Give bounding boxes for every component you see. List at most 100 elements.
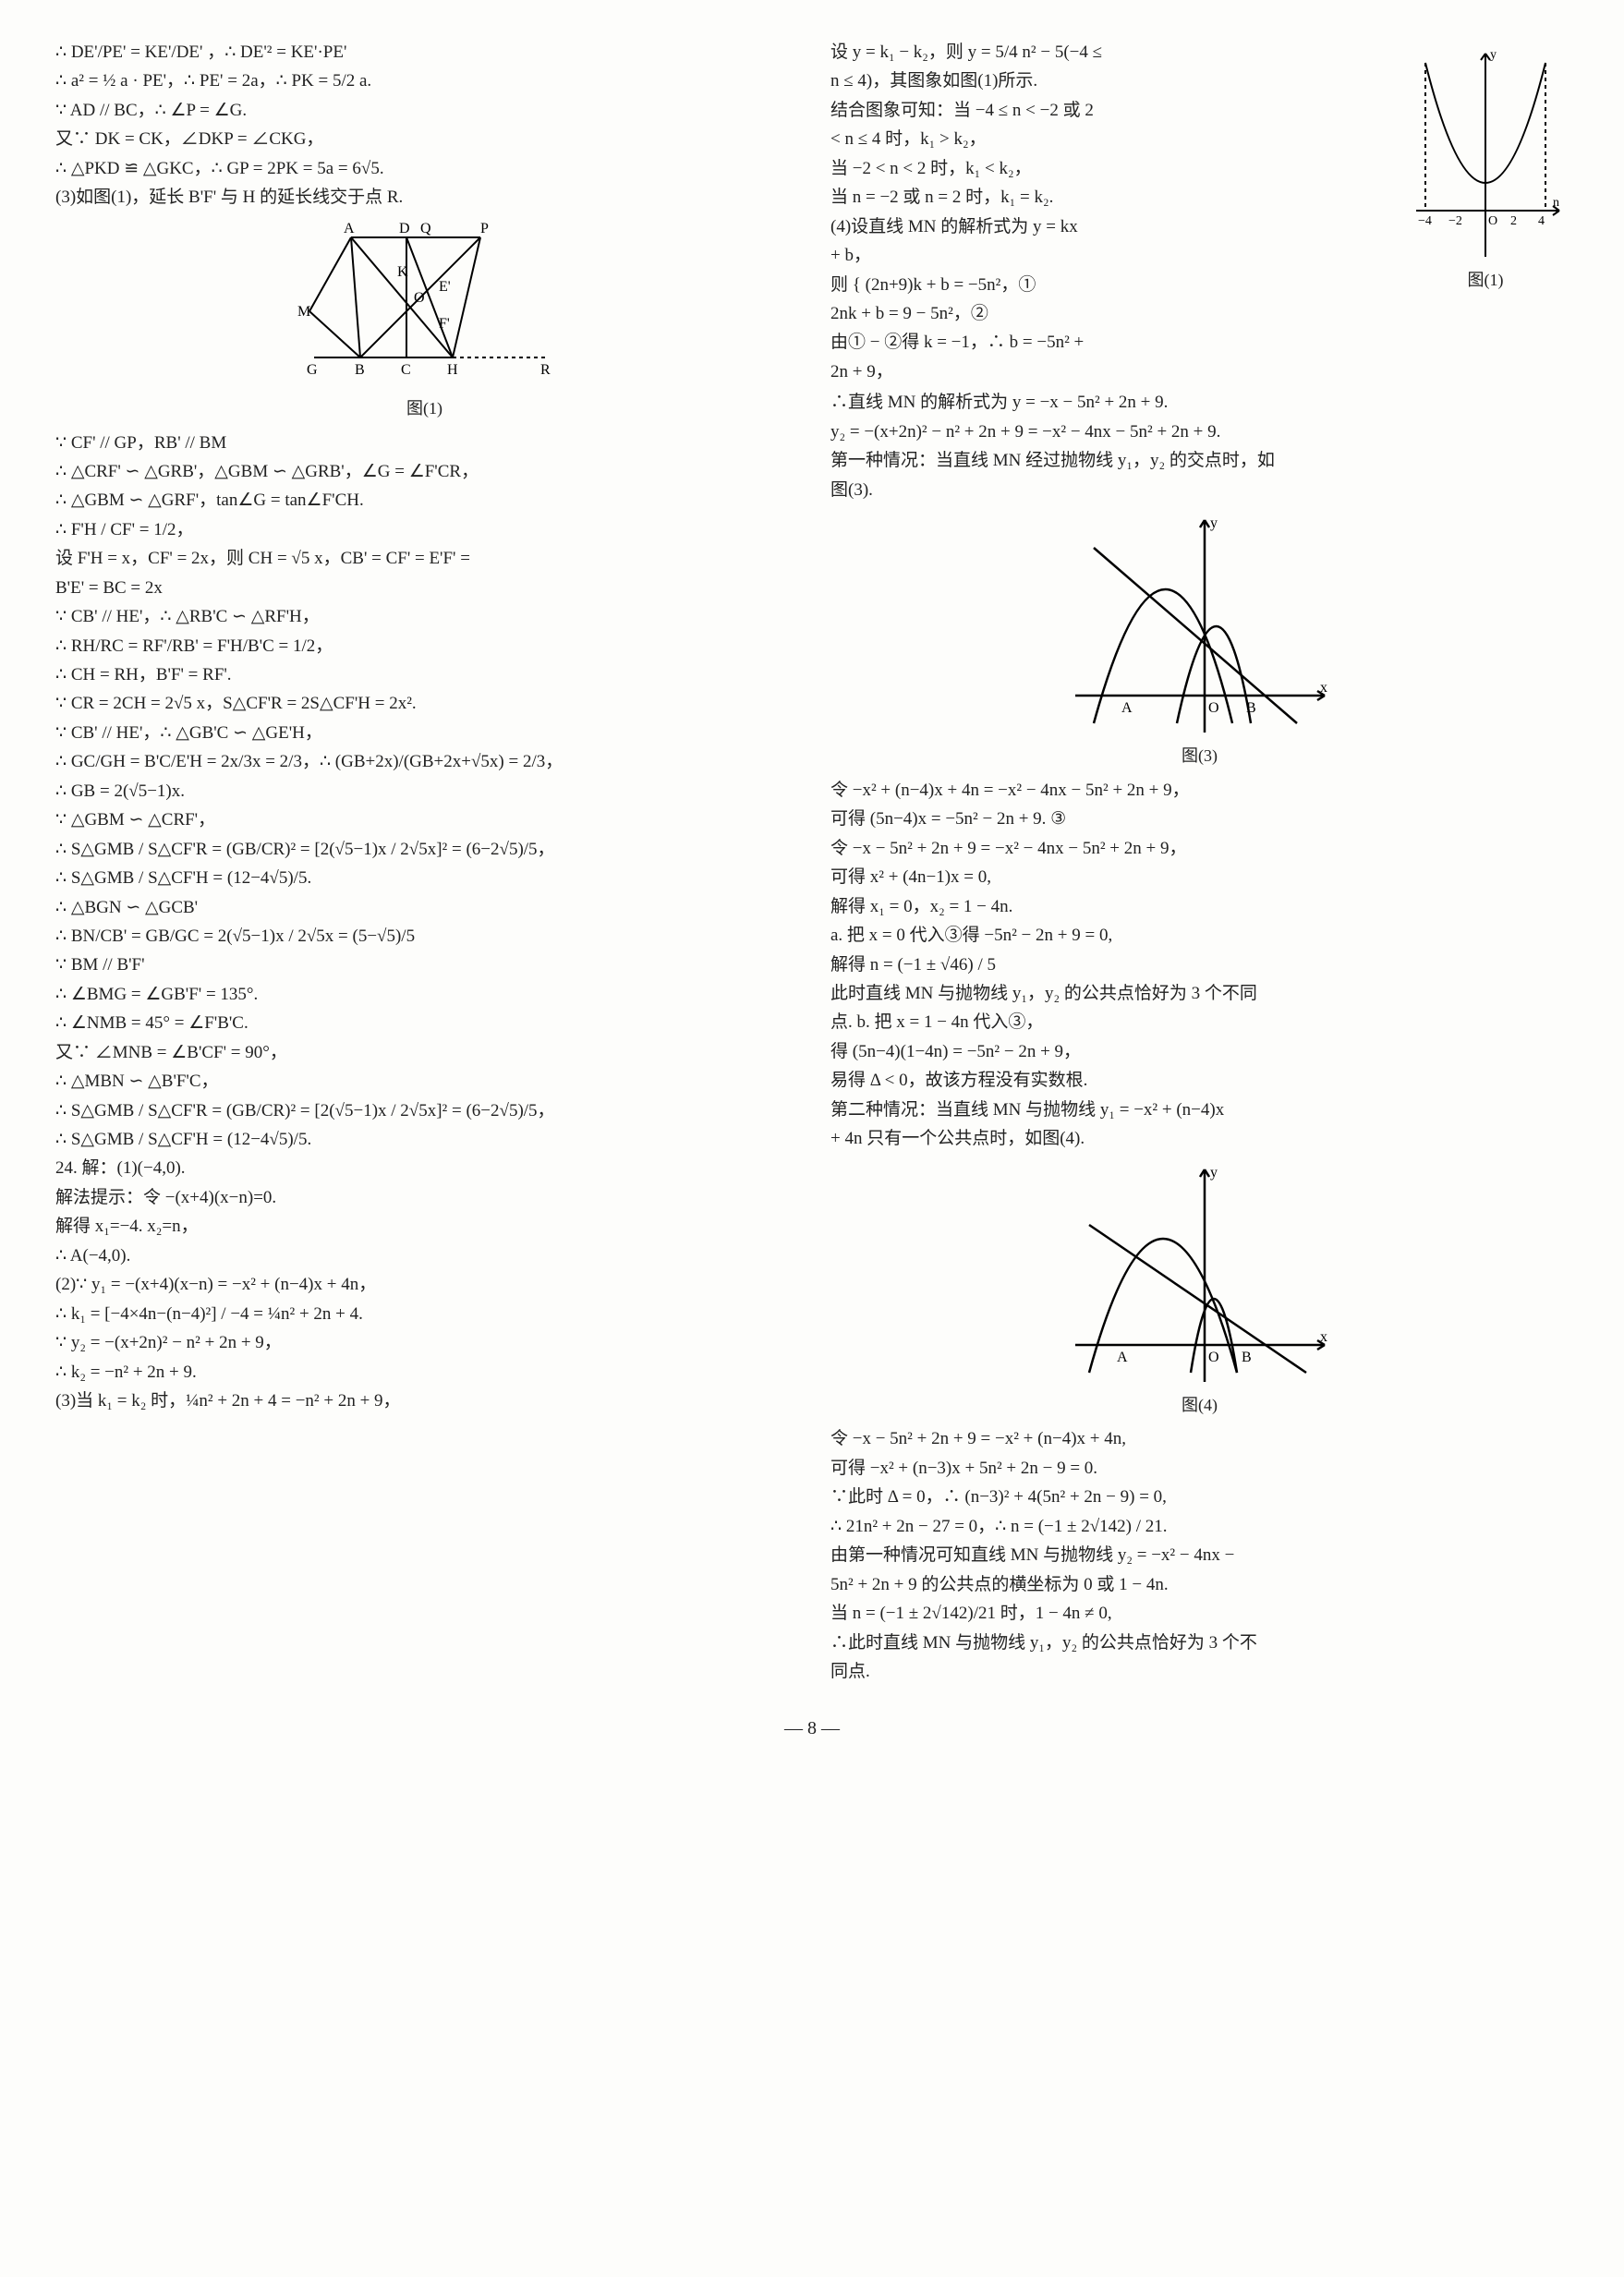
math-line: 令 −x² + (n−4)x + 4n = −x² − 4nx − 5n² + … [830,777,1569,804]
math-line: ∴ GC/GH = B'C/E'H = 2x/3x = 2/3，∴ (GB+2x… [55,748,794,775]
math-line: ∴ BN/CB' = GB/GC = 2(√5−1)x / 2√5x = (5−… [55,923,794,950]
math-line: ∵ y₂ = −(x+2n)² − n² + 2n + 9， [55,1329,794,1356]
math-line: 第一种情况：当直线 MN 经过抛物线 y₁，y₂ 的交点时，如 [830,447,1569,474]
math-line: 则 { (2n+9)k + b = −5n²，① [830,272,1395,298]
math-line: ∵ AD // BC，∴ ∠P = ∠G. [55,97,794,124]
svg-text:A: A [344,221,355,236]
math-line: 此时直线 MN 与抛物线 y₁，y₂ 的公共点恰好为 3 个不同 [830,980,1569,1007]
math-line: 第二种情况：当直线 MN 与抛物线 y₁ = −x² + (n−4)x [830,1096,1569,1123]
figure-1-label: 图(1) [55,396,794,422]
math-line: ∴ k₂ = −n² + 2n + 9. [55,1359,794,1386]
math-line: ∴ A(−4,0). [55,1242,794,1269]
math-line: 设 F'H = x，CF' = 2x，则 CH = √5 x，CB' = CF'… [55,545,794,572]
math-line: 又∵ DK = CK，∠DKP = ∠CKG， [55,126,794,152]
math-line: + b， [830,242,1395,269]
math-line: ∴ GB = 2(√5−1)x. [55,778,794,805]
math-line: 易得 Δ < 0，故该方程没有实数根. [830,1067,1569,1094]
figure-3: A O B x y 图(3) [830,511,1569,769]
svg-text:y: y [1210,1165,1218,1181]
math-line: 解得 x₁=−4. x₂=n， [55,1213,794,1240]
svg-text:K: K [397,264,408,280]
math-line: 点. b. 把 x = 1 − 4n 代入③， [830,1009,1569,1036]
math-line: ∵ CF' // GP，RB' // BM [55,430,794,456]
svg-text:B: B [1242,1350,1252,1365]
math-line: 当 n = −2 或 n = 2 时，k₁ = k₂. [830,184,1395,211]
math-line: ∵ BM // B'F' [55,951,794,978]
math-line: 2nk + b = 9 − 5n²，② [830,300,1395,327]
math-line: 由第一种情况可知直线 MN 与抛物线 y₂ = −x² − 4nx − [830,1542,1569,1568]
math-line: 令 −x − 5n² + 2n + 9 = −x² − 4nx − 5n² + … [830,835,1569,862]
math-line: ∵ CR = 2CH = 2√5 x，S△CF'R = 2S△CF'H = 2x… [55,690,794,717]
math-line: a. 把 x = 0 代入③得 −5n² − 2n + 9 = 0, [830,922,1569,949]
math-line: 由① − ②得 k = −1，∴ b = −5n² + [830,329,1395,356]
math-line: ∵ CB' // HE'，∴ △GB'C ∽ △GE'H， [55,720,794,746]
math-line: ∵此时 Δ = 0，∴ (n−3)² + 4(5n² + 2n − 9) = 0… [830,1484,1569,1510]
figure-1-left: A D Q P M G B C H R K O E' F' 图(1) [55,219,794,422]
math-line: n ≤ 4)，其图象如图(1)所示. [830,67,1395,94]
math-line: 结合图象可知：当 −4 ≤ n < −2 或 2 [830,97,1395,124]
svg-text:O: O [1208,700,1219,716]
svg-text:P: P [480,221,489,236]
math-line: (4)设直线 MN 的解析式为 y = kx [830,213,1395,240]
svg-text:M: M [297,304,310,320]
math-line: ∵ △GBM ∽ △CRF'， [55,806,794,833]
svg-text:2: 2 [1510,214,1517,228]
math-line: 可得 −x² + (n−3)x + 5n² + 2n − 9 = 0. [830,1455,1569,1482]
math-line: 可得 (5n−4)x = −5n² − 2n + 9. ③ [830,805,1569,832]
svg-text:O: O [1488,214,1497,228]
math-line: ∴ S△GMB / S△CF'R = (GB/CR)² = [2(√5−1)x … [55,1097,794,1124]
math-line: 5n² + 2n + 9 的公共点的横坐标为 0 或 1 − 4n. [830,1571,1569,1598]
math-line: ∴ F'H / CF' = 1/2， [55,516,794,543]
math-line: ∴此时直线 MN 与抛物线 y₁，y₂ 的公共点恰好为 3 个不 [830,1629,1569,1656]
math-line: ∴ RH/RC = RF'/RB' = F'H/B'C = 1/2， [55,633,794,660]
svg-text:O: O [1208,1350,1219,1365]
svg-text:y: y [1490,48,1497,62]
svg-text:B: B [355,362,365,378]
math-line: 可得 x² + (4n−1)x = 0, [830,864,1569,890]
svg-text:G: G [307,362,318,378]
math-line: ∴直线 MN 的解析式为 y = −x − 5n² + 2n + 9. [830,389,1569,416]
math-line: 解法提示：令 −(x+4)(x−n)=0. [55,1184,794,1211]
math-line: ∴ CH = RH，B'F' = RF'. [55,661,794,688]
math-line: 当 −2 < n < 2 时，k₁ < k₂， [830,155,1395,182]
math-line: ∴ △PKD ≌ △GKC，∴ GP = 2PK = 5a = 6√5. [55,155,794,182]
svg-text:n: n [1553,196,1559,210]
svg-text:C: C [401,362,411,378]
math-line: ∴ △MBN ∽ △B'F'C， [55,1068,794,1095]
figure-1-right-label: 图(1) [1402,268,1569,294]
svg-text:B: B [1246,700,1256,716]
math-line: ∴ DE'/PE' = KE'/DE' ，∴ DE'² = KE'·PE' [55,39,794,66]
svg-text:4: 4 [1538,214,1545,228]
math-line: ∴ △BGN ∽ △GCB' [55,894,794,921]
math-line: < n ≤ 4 时，k₁ > k₂， [830,126,1395,152]
math-line: ∵ CB' // HE'，∴ △RB'C ∽ △RF'H， [55,603,794,630]
svg-text:A: A [1121,700,1133,716]
math-line: 24. 解：(1)(−4,0). [55,1155,794,1181]
math-line: (3)如图(1)，延长 B'F' 与 H 的延长线交于点 R. [55,184,794,211]
left-column: ∴ DE'/PE' = KE'/DE' ，∴ DE'² = KE'·PE' ∴ … [55,37,794,1687]
math-line: ∴ ∠BMG = ∠GB'F' = 135°. [55,981,794,1008]
svg-text:Q: Q [420,221,431,236]
math-line: B'E' = BC = 2x [55,575,794,601]
math-line: 设 y = k₁ − k₂，则 y = 5/4 n² − 5(−4 ≤ [830,39,1395,66]
math-line: ∴ S△GMB / S△CF'R = (GB/CR)² = [2(√5−1)x … [55,836,794,863]
math-line: 令 −x − 5n² + 2n + 9 = −x² + (n−4)x + 4n, [830,1425,1569,1452]
svg-text:O: O [414,290,425,306]
page-number: — 8 — [55,1714,1569,1743]
figure-4: A O B x y 图(4) [830,1160,1569,1419]
math-line: ∴ S△GMB / S△CF'H = (12−4√5)/5. [55,865,794,891]
math-line: ∴ △GBM ∽ △GRF'，tan∠G = tan∠F'CH. [55,487,794,514]
math-line: 得 (5n−4)(1−4n) = −5n² − 2n + 9， [830,1038,1569,1065]
math-line: (2)∵ y₁ = −(x+4)(x−n) = −x² + (n−4)x + 4… [55,1271,794,1298]
figure-3-label: 图(3) [830,744,1569,769]
svg-text:−4: −4 [1418,214,1432,228]
right-column: 设 y = k₁ − k₂，则 y = 5/4 n² − 5(−4 ≤ n ≤ … [830,37,1569,1687]
svg-text:y: y [1210,515,1218,531]
svg-text:−2: −2 [1448,214,1462,228]
math-line: ∴ △CRF' ∽ △GRB'，△GBM ∽ △GRB'，∠G = ∠F'CR， [55,458,794,485]
math-line: + 4n 只有一个公共点时，如图(4). [830,1125,1569,1152]
math-line: 解得 x₁ = 0，x₂ = 1 − 4n. [830,893,1569,920]
svg-text:A: A [1117,1350,1128,1365]
svg-text:E': E' [439,279,451,295]
math-line: ∴ a² = ½ a · PE'，∴ PE' = 2a，∴ PK = 5/2 a… [55,67,794,94]
